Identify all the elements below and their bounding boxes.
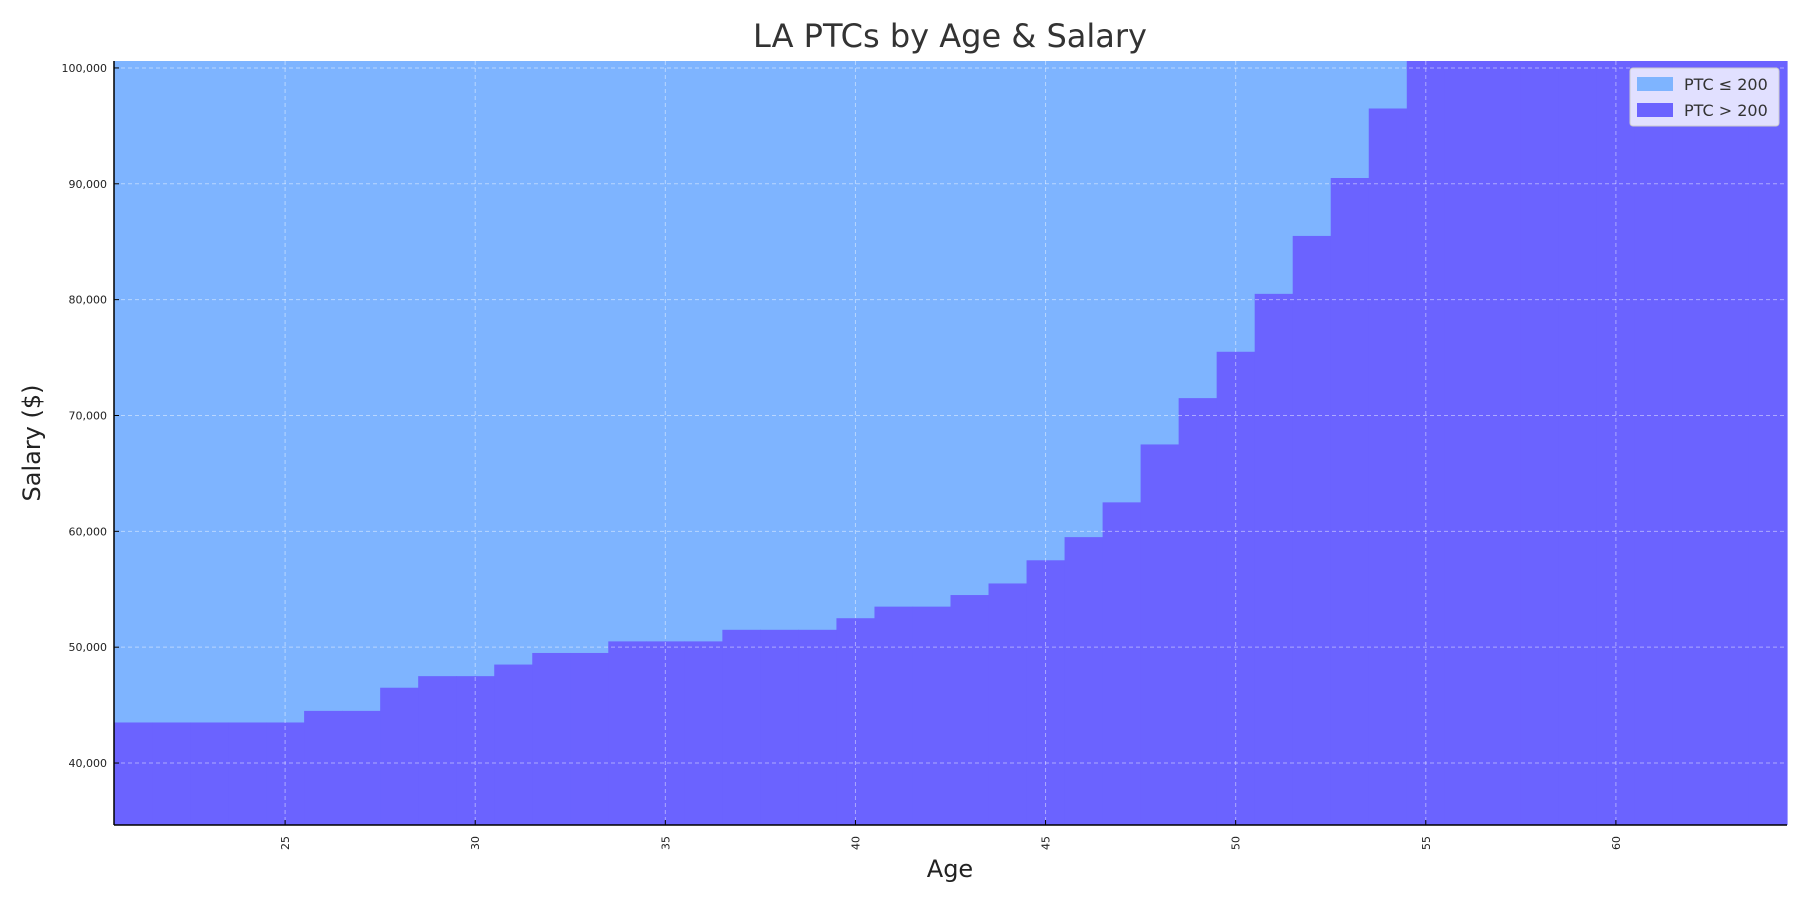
region-ptc-gt-200-age-56 [1444,61,1484,825]
axes [113,61,1787,826]
legend-swatch-ptc-le-200 [1637,77,1673,91]
x-tick-label-40: 40 [849,836,862,850]
region-ptc-gt-200-age-45 [1026,560,1066,825]
region-ptc-gt-200-age-23 [190,722,229,825]
region-ptc-gt-200-age-51 [1254,293,1294,825]
region-ptc-gt-200-age-64 [1748,61,1788,825]
x-tick-label-55: 55 [1420,836,1433,850]
region-ptc-gt-200-age-47 [1102,502,1142,825]
region-ptc-gt-200-age-36 [684,641,723,825]
x-tick-label-25: 25 [279,836,292,850]
x-tick-label-35: 35 [659,836,672,850]
region-ptc-gt-200-age-40 [836,618,876,825]
y-axis-ticks: 40,000 50,000 60,000 70,000 80,000 90,000 100,… [62,62,119,770]
region-ptc-gt-200-age-61 [1634,61,1674,825]
plot-area [114,61,1788,826]
region-ptc-gt-200-age-55 [1406,61,1446,825]
legend-swatch-ptc-gt-200 [1637,103,1673,117]
region-ptc-gt-200-age-52 [1292,235,1332,825]
region-ptc-gt-200-age-59 [1558,61,1598,825]
legend-label-ptc-le-200: PTC ≤ 200 [1684,75,1768,94]
region-ptc-gt-200-age-24 [228,722,267,825]
x-tick-label-60: 60 [1610,836,1623,850]
region-ptc-gt-200-age-39 [798,629,838,825]
y-axis-label: Salary ($) [18,384,46,501]
region-ptc-gt-200-age-42 [912,606,952,825]
y-tick-label-90000: 90,000 [69,178,108,191]
x-tick-label-45: 45 [1040,836,1053,850]
region-ptc-gt-200-age-63 [1710,61,1750,825]
x-axis-ticks: 25 30 35 40 45 50 55 60 [279,820,1623,850]
region-ptc-gt-200-age-21 [114,722,153,825]
y-tick-label-100000: 100,000 [62,62,108,75]
region-ptc-gt-200-age-50 [1216,351,1256,825]
region-ptc-gt-200-age-43 [950,595,990,825]
y-tick-label-80000: 80,000 [69,294,108,307]
region-ptc-gt-200-age-34 [608,641,647,825]
region-ptc-gt-200-age-30 [456,676,495,825]
legend-label-ptc-gt-200: PTC > 200 [1684,101,1768,120]
region-ptc-gt-200-age-31 [494,664,533,825]
region-ptc-gt-200-age-33 [570,652,609,825]
y-tick-label-70000: 70,000 [69,409,108,422]
region-ptc-gt-200-age-60 [1596,61,1636,825]
region-ptc-gt-200-age-28 [380,687,419,825]
region-ptc-gt-200-age-37 [722,629,761,825]
region-ptc-gt-200-age-22 [152,722,191,825]
region-ptc-gt-200-age-46 [1064,537,1104,825]
x-tick-label-30: 30 [469,836,482,850]
region-ptc-gt-200-age-25 [266,722,305,825]
region-ptc-gt-200-age-29 [418,676,457,825]
y-tick-label-50000: 50,000 [69,641,108,654]
region-ptc-gt-200-age-35 [646,641,685,825]
region-ptc-gt-200-age-48 [1140,444,1180,825]
region-ptc-gt-200-age-32 [532,652,571,825]
region-ptc-gt-200-age-62 [1672,61,1712,825]
x-tick-label-50: 50 [1230,836,1243,850]
region-ptc-gt-200-age-53 [1330,178,1370,825]
region-ptc-gt-200-age-26 [304,710,343,825]
region-ptc-gt-200-age-54 [1368,108,1408,826]
grid-lines [114,61,1787,825]
region-ptc-gt-200-age-58 [1520,61,1560,825]
region-ptc-gt-200-age-57 [1482,61,1522,825]
chart-title: LA PTCs by Age & Salary [753,17,1147,55]
y-tick-label-60000: 60,000 [69,525,108,538]
region-ptc-gt-200-age-41 [874,606,914,825]
y-tick-label-40000: 40,000 [69,757,108,770]
x-axis-label: Age [927,855,973,883]
legend: PTC ≤ 200 PTC > 200 [1629,67,1780,127]
region-ptc-gt-200-age-27 [342,710,381,825]
region-ptc-gt-200-age-49 [1178,398,1218,825]
region-ptc-gt-200-age-44 [988,583,1028,825]
region-ptc-gt-200-age-38 [760,629,800,825]
